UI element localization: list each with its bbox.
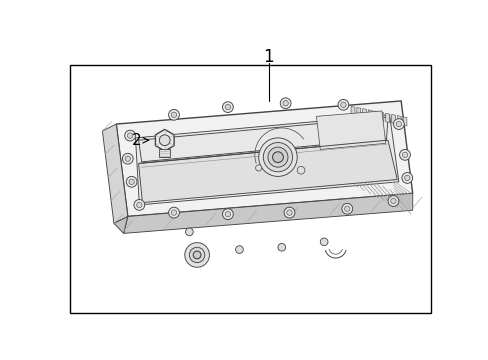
Circle shape [401,172,412,183]
Circle shape [263,143,292,172]
Text: 1: 1 [263,48,273,66]
Circle shape [404,175,409,181]
Circle shape [340,102,346,108]
Circle shape [129,179,134,184]
Polygon shape [102,124,127,223]
FancyBboxPatch shape [70,65,430,313]
Circle shape [320,238,327,246]
Circle shape [390,198,395,204]
Circle shape [222,102,233,112]
Polygon shape [367,110,371,119]
Circle shape [159,135,170,145]
Circle shape [225,211,230,217]
Polygon shape [114,216,127,233]
Circle shape [193,251,201,259]
Circle shape [122,153,133,164]
Polygon shape [350,106,354,116]
Circle shape [399,149,409,160]
Circle shape [125,156,130,161]
Circle shape [277,243,285,251]
Polygon shape [138,140,396,203]
Polygon shape [362,109,366,118]
Circle shape [258,138,297,176]
Circle shape [184,243,209,267]
Circle shape [189,247,204,263]
Polygon shape [356,108,360,117]
Polygon shape [155,130,174,151]
Circle shape [127,133,133,138]
Circle shape [280,98,290,109]
Circle shape [235,246,243,253]
Circle shape [126,176,137,187]
Circle shape [286,210,292,215]
Circle shape [283,100,288,106]
Circle shape [337,99,348,110]
Polygon shape [396,116,400,125]
Circle shape [387,195,398,206]
Circle shape [134,199,144,210]
Circle shape [185,228,193,236]
Circle shape [393,119,404,130]
Circle shape [402,152,407,158]
Circle shape [222,209,233,220]
Circle shape [255,165,261,171]
Circle shape [171,112,176,117]
Circle shape [395,121,401,127]
Circle shape [272,152,283,163]
Circle shape [284,207,294,218]
Polygon shape [116,101,412,216]
Polygon shape [159,149,170,157]
Circle shape [344,206,349,211]
Polygon shape [316,111,385,149]
Polygon shape [402,117,406,126]
Polygon shape [123,193,412,233]
Circle shape [171,210,176,215]
Circle shape [136,202,142,208]
Circle shape [225,104,230,110]
Circle shape [168,207,179,218]
Polygon shape [143,121,392,199]
Polygon shape [373,111,377,120]
Polygon shape [379,112,383,121]
Circle shape [341,203,352,214]
Circle shape [297,166,305,174]
Circle shape [193,246,201,253]
Polygon shape [135,115,398,205]
Circle shape [124,130,135,141]
Polygon shape [385,113,389,122]
Circle shape [168,109,179,120]
Polygon shape [391,114,395,124]
Polygon shape [138,117,387,162]
Text: 2: 2 [132,133,142,148]
Circle shape [267,147,287,167]
